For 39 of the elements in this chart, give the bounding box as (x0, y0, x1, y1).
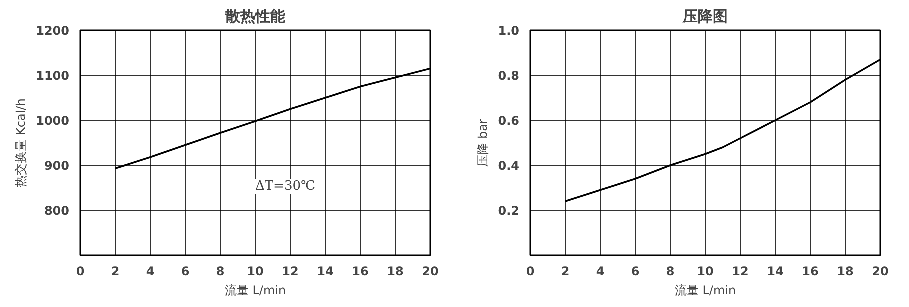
x-tick-label: 6 (631, 264, 640, 278)
x-tick-label: 12 (282, 264, 299, 278)
chart-title: 压降图 (682, 8, 728, 26)
x-tick-label: 4 (596, 264, 605, 278)
x-tick-label: 16 (802, 264, 819, 278)
x-tick-label: 10 (247, 264, 264, 278)
x-tick-label: 8 (216, 264, 225, 278)
x-tick-label: 2 (111, 264, 120, 278)
y-tick-label: 800 (44, 204, 70, 218)
y-tick-label: 1.0 (498, 24, 520, 38)
y-tick-label: 0.4 (498, 159, 520, 173)
x-tick-label: 0 (526, 264, 535, 278)
y-tick-label: 0.2 (498, 204, 520, 218)
x-tick-label: 18 (837, 264, 854, 278)
x-tick-label: 14 (767, 264, 784, 278)
y-tick-label: 1000 (36, 114, 70, 128)
x-tick-label: 14 (317, 264, 334, 278)
y-axis-title: 压降 bar (476, 119, 490, 167)
x-axis-title: 流量 L/min (674, 284, 736, 298)
x-axis-title: 流量 L/min (224, 284, 286, 298)
x-tick-label: 16 (352, 264, 369, 278)
y-tick-label: 1200 (36, 24, 70, 38)
annotation: ΔT=30℃ (256, 179, 316, 194)
x-tick-label: 6 (181, 264, 190, 278)
chart-title: 散热性能 (224, 8, 286, 26)
x-tick-label: 20 (872, 264, 889, 278)
y-tick-label: 1100 (36, 69, 70, 83)
x-tick-label: 10 (697, 264, 714, 278)
x-tick-label: 8 (666, 264, 675, 278)
y-tick-label: 0.8 (498, 69, 520, 83)
x-tick-label: 4 (146, 264, 155, 278)
y-tick-label: 0.6 (498, 114, 520, 128)
y-axis-title: 热交换量 Kcal/h (14, 98, 28, 188)
x-tick-label: 2 (561, 264, 570, 278)
x-tick-label: 0 (76, 264, 85, 278)
x-tick-label: 12 (732, 264, 749, 278)
x-tick-label: 18 (387, 264, 404, 278)
x-tick-label: 20 (422, 264, 439, 278)
y-tick-label: 900 (44, 159, 70, 173)
